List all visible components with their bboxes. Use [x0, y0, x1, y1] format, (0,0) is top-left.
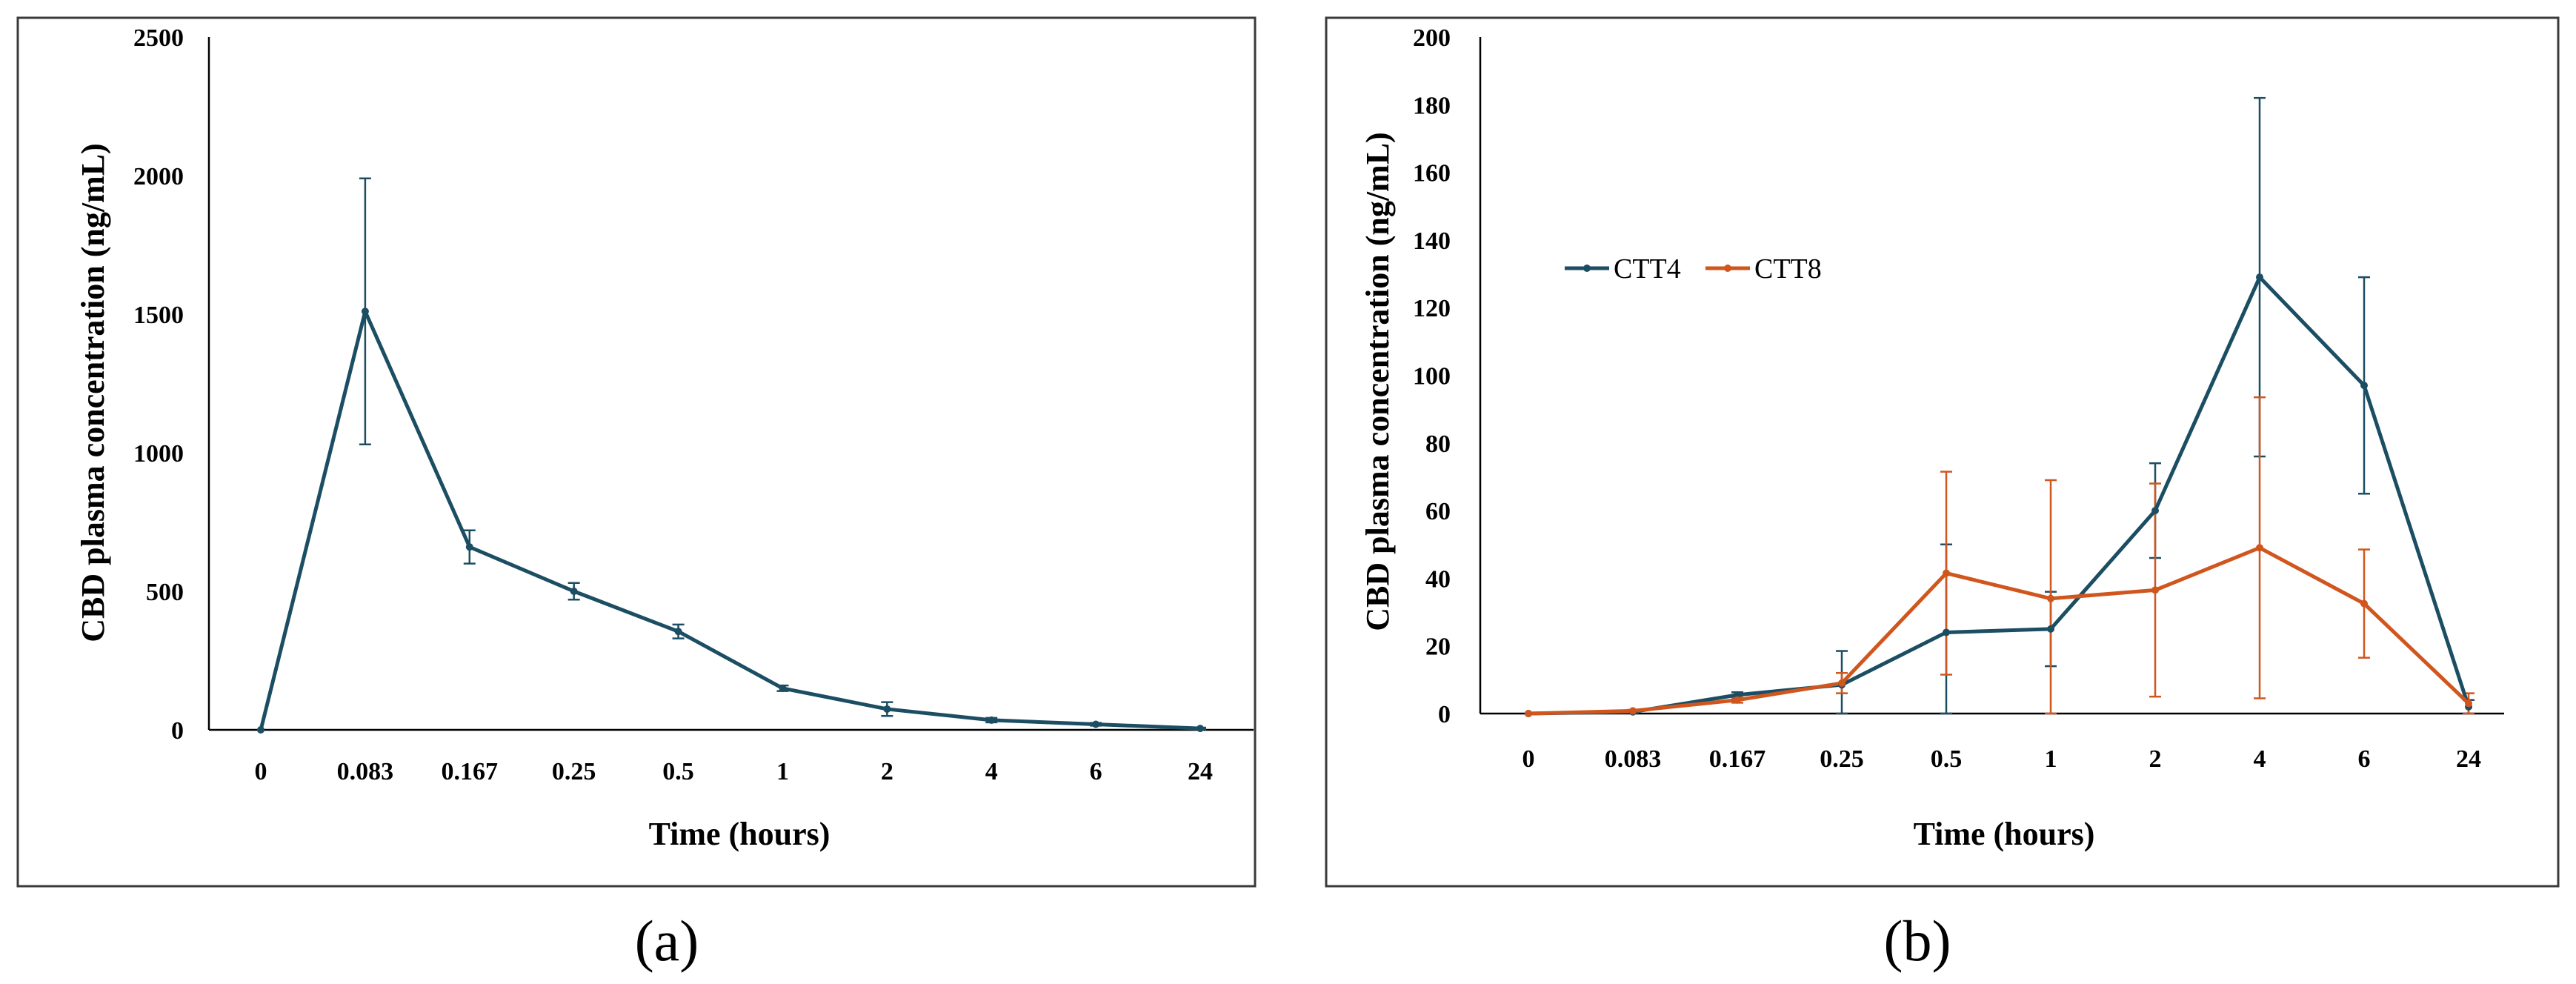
panel-a-series-lines [259, 309, 1201, 731]
legend-marker-ctt4 [1583, 265, 1591, 272]
panel-b-y-axis-title: CBD plasma concentration (ng/mL) [1359, 132, 1396, 631]
series-line-ctt4 [1528, 275, 2471, 716]
x-tick-label: 1 [776, 758, 789, 785]
x-tick-label: 1 [2045, 745, 2057, 773]
y-tick-label: 0 [171, 717, 184, 745]
legend-marker-ctt8 [1724, 265, 1731, 272]
series-line-series-1 [259, 309, 1201, 731]
chart-panel-a: 0 500 1000 1500 2000 2500 0 0.083 0.167 0.25 0.5 1… [16, 16, 1257, 973]
data-point-ctt4 [2256, 273, 2263, 282]
legend-item-ctt8: CTT8 [1705, 253, 1822, 285]
x-tick-label: 0.083 [1605, 745, 1662, 773]
y-tick-label: 500 [146, 579, 184, 606]
panel-a-label: (a) [635, 908, 699, 973]
y-tick-label: 2500 [133, 24, 184, 52]
panel-a-x-ticks: 0 0.083 0.167 0.25 0.5 1 2 4 6 24 [255, 758, 1214, 785]
x-tick-label: 24 [1188, 758, 1213, 785]
x-tick-label: 0.25 [1820, 745, 1864, 773]
panel-b-y-ticks: 0 20 40 60 80 100 120 140 160 180 200 [1413, 24, 1451, 728]
y-tick-label: 200 [1413, 24, 1451, 52]
legend-item-ctt4: CTT4 [1565, 253, 1681, 285]
y-tick-label: 80 [1425, 430, 1451, 458]
data-point-series-1 [1197, 725, 1204, 733]
panel-a-y-ticks: 0 500 1000 1500 2000 2500 [133, 24, 184, 745]
data-point-series-1 [465, 543, 473, 551]
series-line-ctt8 [1528, 545, 2470, 716]
panel-b-series-lines [1528, 275, 2471, 716]
y-tick-label: 180 [1413, 92, 1451, 119]
y-tick-label: 20 [1425, 634, 1451, 661]
x-tick-label: 2 [881, 758, 893, 785]
chart-panel-b: 0 20 40 60 80 100 120 140 160 180 200 0 0.083 0.167 0… [1325, 16, 2560, 973]
data-point-ctt8 [1838, 679, 1846, 687]
data-point-ctt8 [1525, 710, 1532, 717]
y-tick-label: 160 [1413, 160, 1451, 187]
x-tick-label: 0.25 [552, 758, 596, 785]
panel-b-markers [1525, 273, 2472, 717]
x-tick-label: 0.5 [1931, 745, 1963, 773]
panel-b-x-ticks: 0 0.083 0.167 0.25 0.5 1 2 4 6 24 [1522, 745, 2482, 773]
data-point-ctt8 [1734, 696, 1741, 704]
panel-a-y-axis-title: CBD plasma concentration (ng/mL) [75, 143, 111, 642]
data-point-ctt8 [2465, 699, 2472, 708]
y-tick-label: 1000 [133, 440, 184, 468]
x-tick-label: 24 [2456, 745, 2481, 773]
data-point-ctt4 [2360, 382, 2368, 390]
panel-b-label: (b) [1884, 908, 1951, 973]
panel-a-markers [257, 308, 1204, 734]
data-point-ctt8 [2047, 594, 2054, 602]
y-tick-label: 60 [1425, 498, 1451, 525]
data-point-ctt8 [2360, 599, 2368, 608]
data-point-series-1 [257, 726, 264, 734]
y-tick-label: 100 [1413, 363, 1451, 390]
data-point-series-1 [988, 716, 996, 724]
data-point-ctt8 [1629, 707, 1637, 715]
panel-b-frame [1325, 16, 2560, 888]
x-tick-label: 2 [2149, 745, 2162, 773]
data-point-ctt8 [2256, 544, 2263, 552]
data-point-series-1 [883, 705, 891, 713]
x-tick-label: 4 [2254, 745, 2266, 773]
panel-a-frame [16, 16, 1257, 888]
x-tick-label: 4 [985, 758, 998, 785]
y-tick-label: 2000 [133, 163, 184, 190]
y-tick-label: 120 [1413, 295, 1451, 322]
data-point-ctt4 [1734, 691, 1741, 699]
data-point-series-1 [570, 588, 578, 595]
y-tick-label: 40 [1425, 565, 1451, 593]
x-tick-label: 0.167 [1709, 745, 1766, 773]
panel-b-x-axis-title: Time (hours) [1914, 816, 2095, 852]
x-tick-label: 0 [255, 758, 267, 785]
legend-label-ctt8: CTT8 [1754, 253, 1822, 285]
data-point-ctt4 [1943, 628, 1950, 636]
y-tick-label: 140 [1413, 227, 1451, 255]
data-point-ctt4 [2047, 625, 2054, 633]
data-point-ctt4 [2151, 507, 2159, 515]
legend-label-ctt4: CTT4 [1614, 253, 1681, 285]
data-point-series-1 [674, 628, 682, 636]
x-tick-label: 0 [1522, 745, 1535, 773]
data-point-ctt8 [2151, 586, 2159, 594]
x-tick-label: 0.167 [442, 758, 499, 785]
panel-b-legend: CTT4 CTT8 [1565, 253, 1822, 285]
x-tick-label: 6 [1090, 758, 1102, 785]
x-tick-label: 0.083 [337, 758, 394, 785]
data-point-series-1 [779, 684, 787, 692]
data-point-ctt8 [1943, 569, 1950, 577]
panel-a-x-axis-title: Time (hours) [649, 816, 831, 852]
y-tick-label: 1500 [133, 302, 184, 329]
data-point-series-1 [1092, 720, 1100, 728]
x-tick-label: 0.5 [662, 758, 694, 785]
y-tick-label: 0 [1438, 701, 1451, 728]
x-tick-label: 6 [2358, 745, 2371, 773]
data-point-series-1 [361, 308, 369, 316]
